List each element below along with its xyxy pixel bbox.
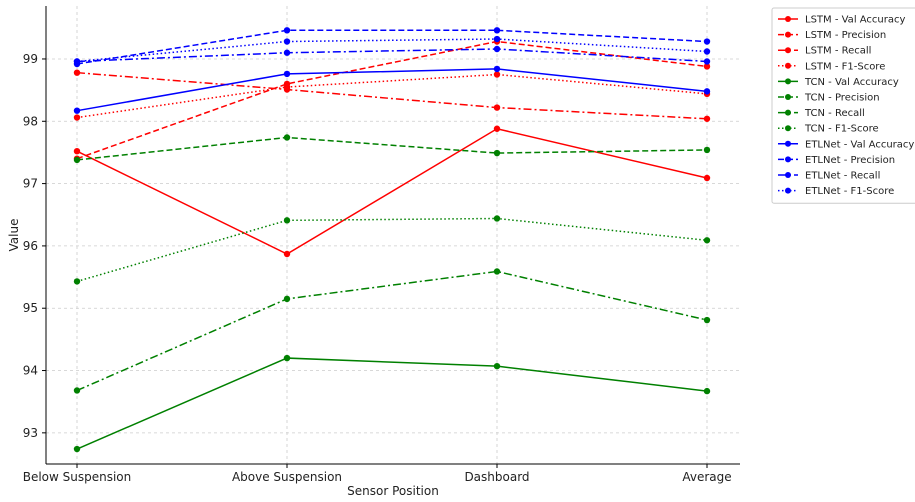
data-point [703, 58, 711, 65]
legend-swatch-marker [785, 125, 791, 132]
x-tick-label: Dashboard [464, 470, 529, 484]
data-point [283, 354, 291, 362]
data-point [493, 65, 501, 73]
legend-entry-label: ETLNet - Recall [805, 171, 880, 182]
data-point [73, 69, 81, 76]
x-axis-label: Sensor Position [347, 484, 439, 498]
data-point [493, 35, 501, 43]
legend-swatch-marker [785, 94, 791, 100]
data-point [493, 45, 501, 53]
data-point [493, 268, 501, 275]
legend-entry-label: LSTM - Precision [805, 30, 886, 41]
legend-swatch-marker [785, 62, 791, 69]
data-point [493, 149, 501, 157]
y-tick-label: 98 [23, 114, 38, 128]
y-tick-label: 97 [23, 177, 38, 191]
series-line [76, 127, 708, 255]
axes [42, 6, 740, 468]
legend-entry-label: TCN - Recall [804, 108, 865, 119]
data-point [703, 48, 711, 55]
data-point [283, 134, 291, 141]
data-point [283, 217, 291, 224]
data-point [703, 38, 711, 45]
data-point [493, 27, 501, 34]
data-point [703, 237, 711, 244]
x-tick-label: Above Suspension [232, 470, 342, 484]
y-tick-label: 93 [23, 426, 38, 440]
legend-entry-label: ETLNet - Val Accuracy [805, 139, 914, 150]
legend-swatch-marker [785, 78, 791, 85]
data-point [283, 295, 291, 303]
series-line [76, 357, 708, 450]
y-tick-label: 96 [23, 239, 38, 253]
series-line [76, 73, 708, 119]
series-line [76, 40, 708, 160]
data-point [283, 27, 291, 34]
x-tick-label: Average [682, 470, 731, 484]
data-point [283, 49, 291, 56]
data-point [73, 114, 81, 121]
data-point [703, 316, 711, 324]
data-point [703, 146, 711, 154]
legend-entry-label: TCN - F1-Score [804, 124, 879, 135]
series-line [76, 71, 708, 120]
data-point [493, 104, 501, 111]
data-point [73, 278, 81, 285]
y-tick-label: 99 [23, 52, 38, 66]
data-point [703, 115, 711, 122]
data-point [283, 38, 291, 45]
x-tick-label: Below Suspension [23, 470, 132, 484]
series-lines [76, 29, 708, 450]
grid [46, 6, 740, 464]
legend-entry-label: ETLNet - Precision [805, 155, 895, 166]
series-line [76, 136, 708, 161]
data-point [73, 156, 81, 164]
series-line [76, 270, 708, 392]
series-line [76, 38, 708, 63]
legend-entry-label: LSTM - Recall [805, 46, 871, 57]
data-point [493, 215, 501, 222]
series-line [76, 68, 708, 112]
data-point [493, 71, 501, 78]
data-point [703, 174, 711, 182]
legend-box [771, 7, 915, 204]
y-tick-label: 95 [23, 301, 38, 315]
legend-entry-label: LSTM - F1-Score [805, 61, 885, 72]
data-point [283, 250, 291, 258]
legend-swatch-marker [785, 109, 791, 116]
y-axis-label: Value [7, 219, 21, 252]
legend-swatch-marker [785, 47, 791, 54]
legend-entry-label: ETLNet - F1-Score [805, 186, 894, 197]
y-tick-label: 94 [23, 364, 38, 378]
legend-swatch-marker [785, 16, 791, 22]
data-point [283, 70, 291, 78]
data-point [283, 83, 291, 91]
data-point [73, 147, 81, 155]
legend-entry-label: TCN - Val Accuracy [804, 77, 899, 88]
legend: LSTM - Val Accuracy LSTM - Precision LSTM … [771, 7, 915, 204]
data-point [493, 125, 501, 132]
series-line [76, 29, 708, 65]
series-points [73, 27, 711, 453]
data-point [703, 63, 711, 70]
tick-labels: 93 94 95 96 97 98 99 Below Suspension Above Susp… [23, 52, 732, 484]
data-point [73, 387, 81, 394]
legend-swatch-marker [785, 31, 791, 38]
data-point [73, 445, 81, 453]
data-point [493, 362, 501, 370]
data-point [703, 88, 711, 95]
legend-entry-label: TCN - Precision [804, 93, 880, 104]
series-line [76, 217, 708, 283]
series-line [76, 48, 708, 63]
legend-swatch-marker [785, 187, 791, 194]
data-point [73, 107, 81, 114]
legend-entry-label: LSTM - Val Accuracy [805, 15, 906, 26]
legend-swatch-marker [785, 140, 791, 147]
legend-swatch-marker [785, 172, 791, 178]
data-point [73, 58, 81, 65]
legend-swatch-marker [785, 156, 791, 163]
data-point [703, 387, 711, 395]
